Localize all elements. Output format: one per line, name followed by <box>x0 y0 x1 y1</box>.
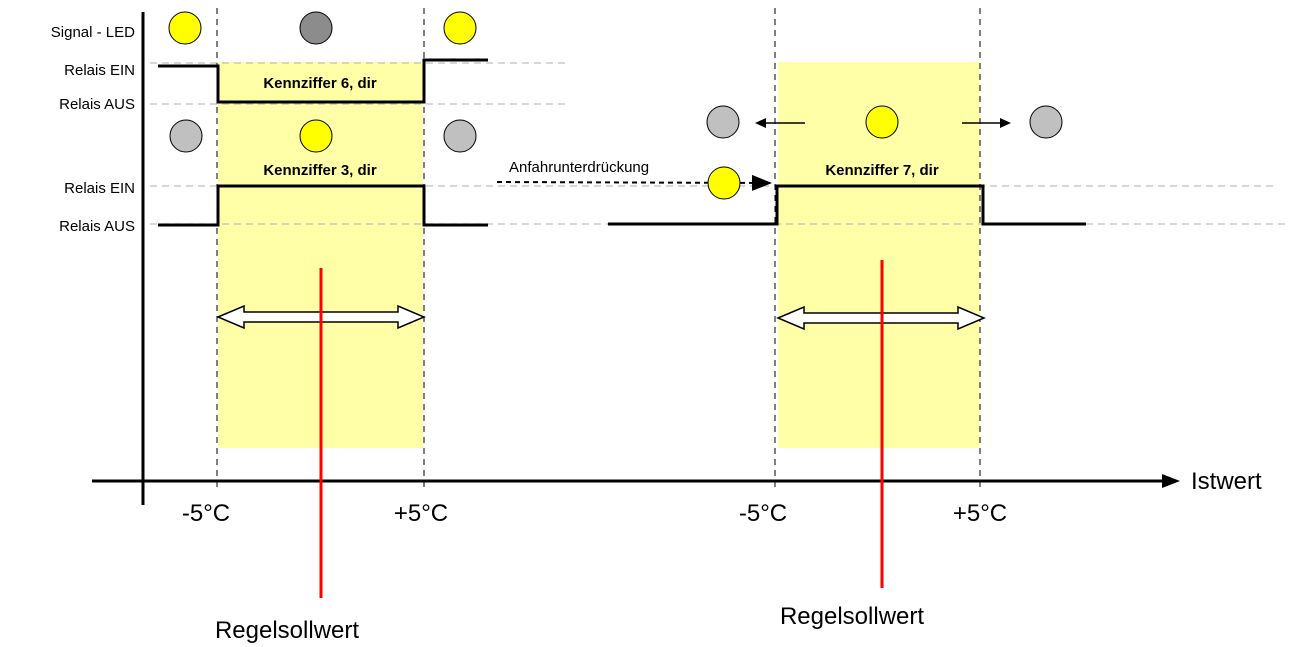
label-relais-aus-2: Relais AUS <box>59 218 135 235</box>
x-axis <box>92 474 1180 488</box>
label-signal-led: Signal - LED <box>51 24 135 41</box>
tick-label-1: -5°C <box>182 500 230 527</box>
led-kz6-inside-off-icon <box>299 11 333 45</box>
tick-label-2: +5°C <box>394 500 448 527</box>
led-kz3-above-off-icon <box>443 119 477 153</box>
led-startup-on-icon <box>707 166 741 200</box>
box-title-kz3: Kennziffer 3, dir <box>263 162 377 179</box>
annotation-startup-suppression: Anfahrunterdrückung <box>509 159 649 176</box>
tick-label-4: +5°C <box>953 500 1007 527</box>
led-kz3-below-off-icon <box>169 119 203 153</box>
label-relais-ein-1: Relais EIN <box>64 62 135 79</box>
led-direction-arrows <box>755 118 1011 128</box>
led-kz6-above-on-icon <box>443 11 477 45</box>
tick-label-3: -5°C <box>739 500 787 527</box>
label-relais-aus-1: Relais AUS <box>59 96 135 113</box>
led-kz7-below-off-icon <box>706 105 740 139</box>
box-title-kz7: Kennziffer 7, dir <box>825 162 939 179</box>
setpoint-label-left: Regelsollwert <box>215 617 359 644</box>
setpoint-label-right: Regelsollwert <box>780 603 924 630</box>
trace-kz7 <box>608 184 1086 226</box>
led-kz6-below-on-icon <box>168 11 202 45</box>
led-kz3-inside-on-icon <box>299 119 333 153</box>
trace-kz6 <box>158 58 488 104</box>
box-title-kz6: Kennziffer 6, dir <box>263 75 377 92</box>
label-relais-ein-2: Relais EIN <box>64 180 135 197</box>
led-kz7-inside-on-icon <box>865 105 899 139</box>
led-kz7-above-off-icon <box>1029 105 1063 139</box>
axis-label-istwert: Istwert <box>1191 468 1262 495</box>
trace-kz3 <box>158 184 488 227</box>
